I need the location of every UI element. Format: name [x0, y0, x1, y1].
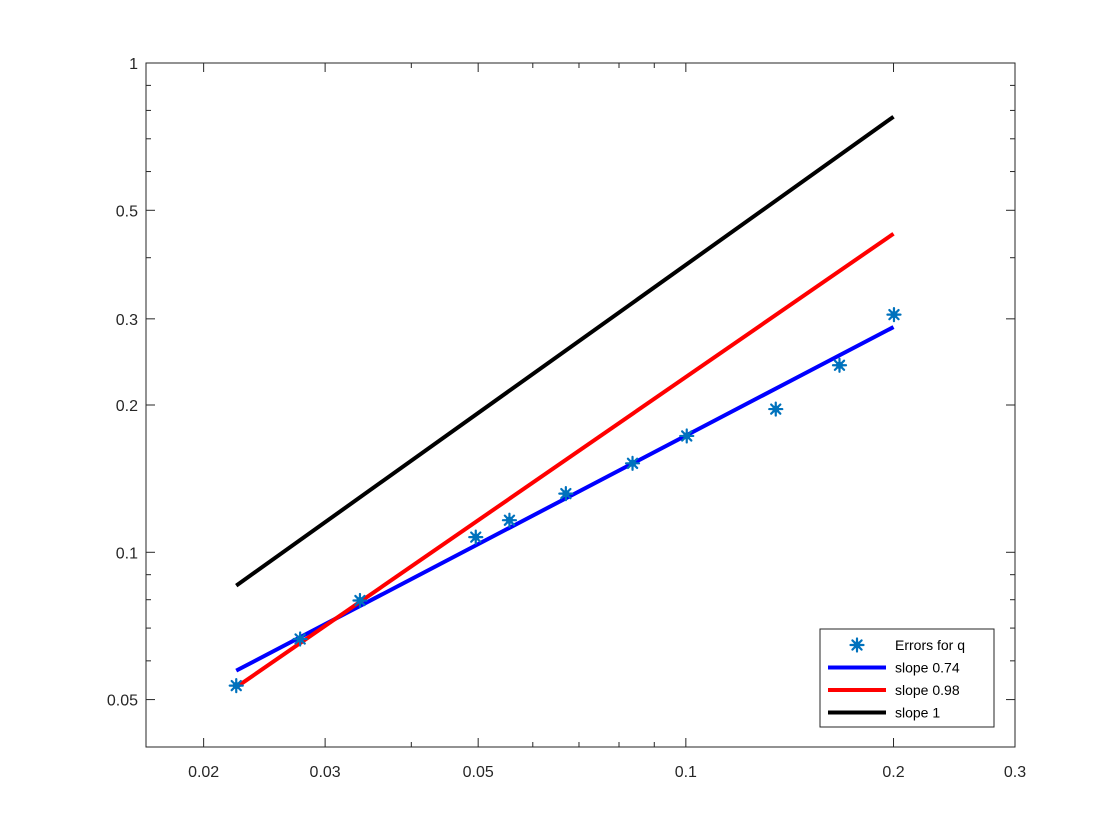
y-tick-label: 0.2 — [116, 398, 138, 415]
x-tick-label: 0.03 — [310, 764, 341, 781]
series-layer — [228, 115, 902, 694]
y-tick-label: 0.3 — [116, 312, 138, 329]
series-line-slope-0-98 — [235, 232, 895, 689]
x-tick-label: 0.05 — [463, 764, 494, 781]
x-tick-label: 0.02 — [188, 764, 219, 781]
data-point — [352, 592, 368, 609]
data-point — [831, 357, 848, 373]
legend-label: slope 1 — [895, 705, 940, 721]
legend: Errors for q slope 0.74 slope 0.98 slope 1 — [819, 628, 995, 728]
data-point — [501, 512, 518, 528]
data-point — [468, 529, 484, 545]
legend-label: Errors for q — [895, 637, 965, 653]
data-point — [679, 428, 695, 444]
y-tick-label: 1 — [129, 56, 138, 73]
data-point — [886, 307, 902, 323]
y-tick-label: 0.5 — [116, 203, 138, 220]
x-tick-label: 0.3 — [1004, 764, 1026, 781]
axis-ticks: 0.02 0.03 0.05 0.1 0.2 0.3 0.05 0.1 0.2 0.3 0.5 1 — [107, 56, 1026, 781]
y-tick-label: 0.05 — [107, 693, 138, 710]
data-point — [768, 401, 784, 417]
data-point — [558, 486, 574, 502]
x-tick-label: 0.1 — [675, 764, 697, 781]
data-point — [624, 455, 641, 471]
legend-label: slope 0.74 — [895, 660, 960, 676]
data-point — [228, 678, 244, 694]
legend-label: slope 0.98 — [895, 682, 960, 698]
series-line-slope-1 — [235, 115, 895, 588]
y-tick-label: 0.1 — [116, 545, 138, 562]
x-tick-label: 0.2 — [882, 764, 904, 781]
series-markers — [228, 307, 902, 694]
axes-box — [145, 62, 1016, 748]
legend-marker — [849, 637, 865, 653]
data-point — [292, 631, 308, 647]
